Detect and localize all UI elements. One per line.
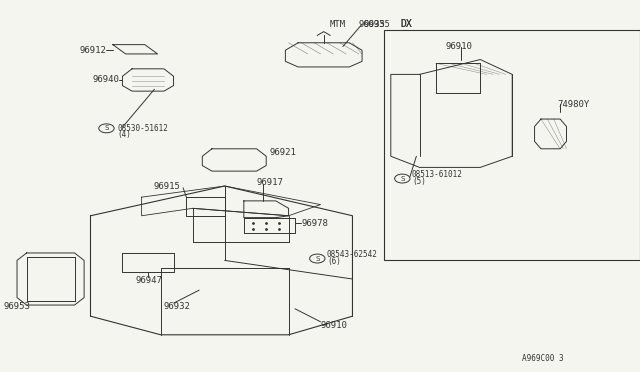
Text: 96932: 96932 (164, 302, 191, 311)
Text: 96935: 96935 (364, 20, 390, 29)
Text: 96940: 96940 (92, 76, 119, 84)
Text: 08530-51612: 08530-51612 (117, 124, 168, 133)
Text: 96935: 96935 (359, 20, 386, 29)
Text: 96915: 96915 (153, 182, 180, 190)
Text: 96978: 96978 (301, 219, 328, 228)
Text: 96917: 96917 (257, 178, 284, 187)
Text: DX: DX (401, 19, 412, 29)
Text: 96953: 96953 (4, 302, 31, 311)
Text: 96912: 96912 (79, 46, 106, 55)
Text: (5): (5) (412, 177, 426, 186)
Text: DX: DX (401, 19, 412, 29)
Text: S: S (315, 256, 319, 262)
Text: 96910: 96910 (445, 42, 472, 51)
Text: MTM: MTM (330, 20, 346, 29)
Text: (4): (4) (117, 130, 131, 139)
Text: 96921: 96921 (269, 148, 296, 157)
Text: A969C00 3: A969C00 3 (522, 355, 563, 363)
Text: S: S (104, 125, 109, 131)
Text: 74980Y: 74980Y (557, 100, 589, 109)
Bar (385, 30, 640, 260)
Text: S: S (400, 176, 404, 182)
Text: 08543-62542: 08543-62542 (327, 250, 378, 259)
Text: 96947: 96947 (135, 276, 162, 285)
Text: 96910: 96910 (321, 321, 348, 330)
Text: 08513-61012: 08513-61012 (412, 170, 463, 179)
Text: (6): (6) (327, 257, 340, 266)
